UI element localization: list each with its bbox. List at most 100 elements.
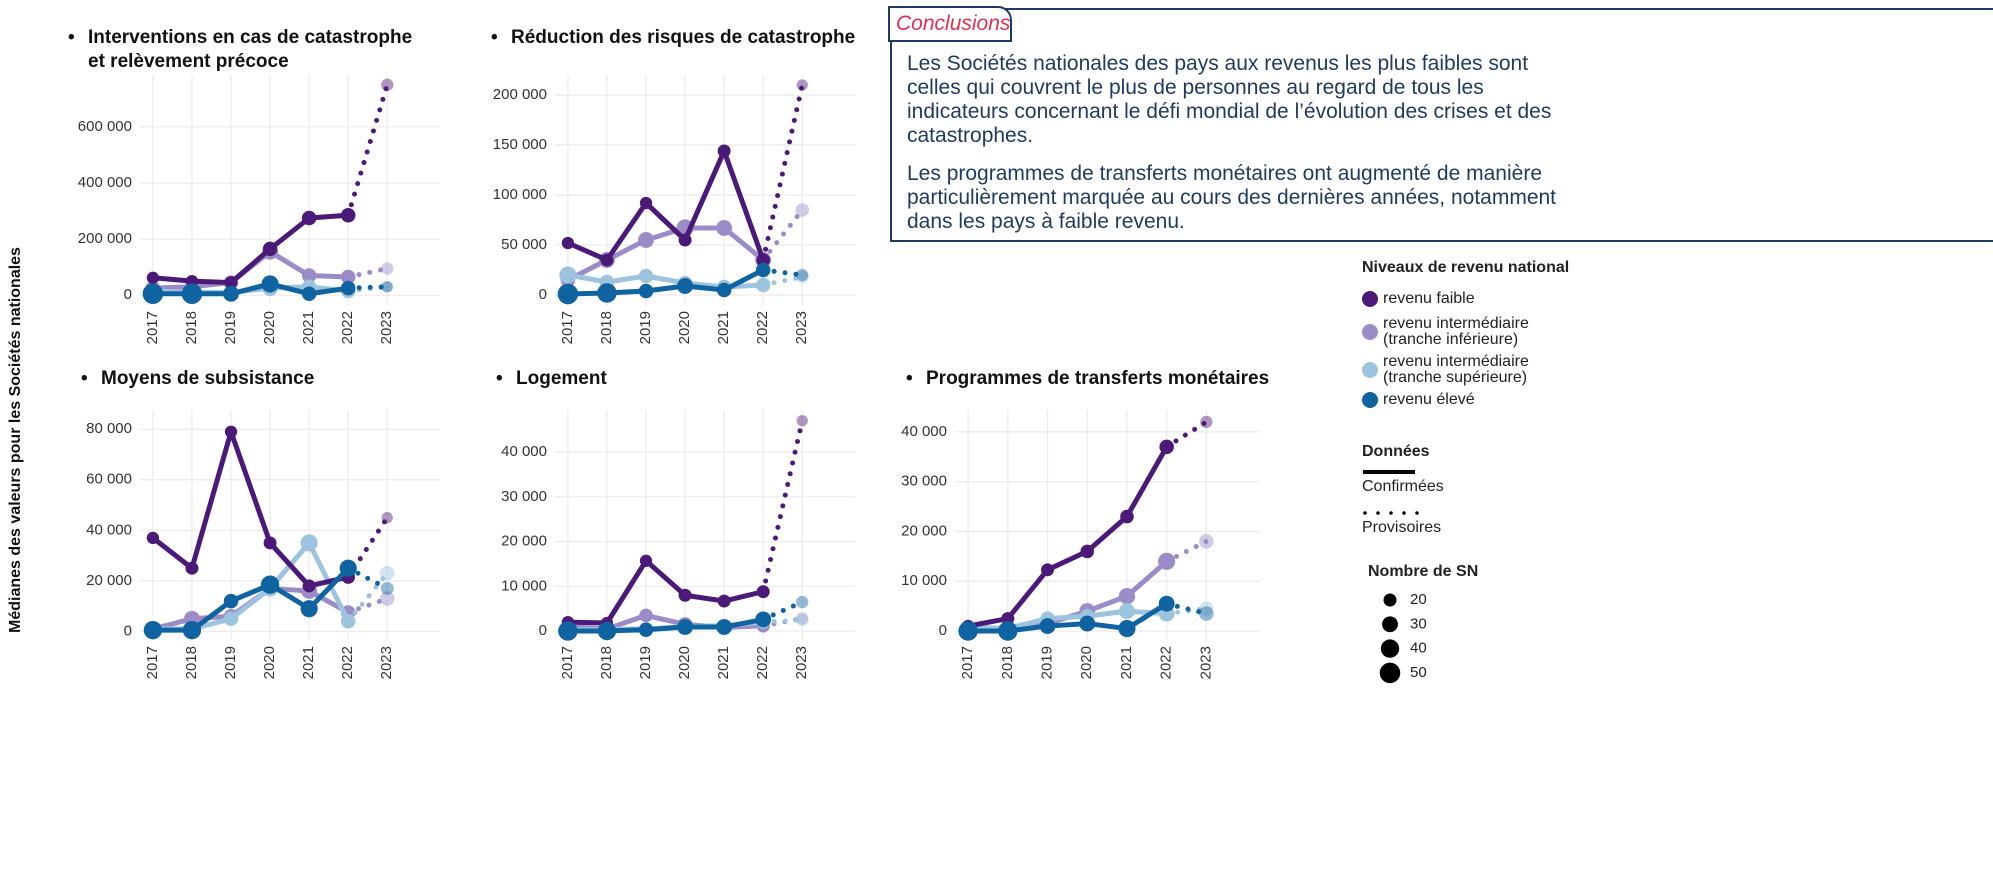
conclusions-box	[890, 8, 1993, 242]
x-tick-label: 2021	[300, 646, 317, 679]
y-tick-label: 30 000	[501, 488, 547, 505]
data-point	[143, 620, 163, 640]
legend-label: revenu élevé	[1383, 391, 1475, 408]
x-tick-label: 2022	[754, 311, 771, 344]
provisional-line	[1164, 538, 1209, 564]
size-legend-circle	[1380, 639, 1400, 658]
x-tick-label: 2019	[637, 311, 654, 344]
data-point	[381, 512, 393, 524]
panel-title: Interventions en cas de catastrophe et r…	[68, 26, 418, 74]
size-legend-label: 30	[1410, 615, 1427, 632]
data-point	[263, 536, 277, 550]
size-legend-circle	[1379, 662, 1401, 684]
y-tick-label: 10 000	[501, 577, 547, 594]
x-tick-label: 2022	[754, 646, 771, 679]
data-point	[340, 280, 356, 296]
data-point	[1158, 552, 1176, 570]
x-tick-label: 2020	[676, 646, 693, 679]
data-point	[1200, 415, 1213, 429]
data-point	[340, 207, 356, 223]
confirmed-line	[152, 212, 349, 286]
y-tick-label: 150 000	[493, 136, 547, 153]
y-tick-label: 40 000	[901, 423, 947, 440]
data-point	[381, 78, 394, 91]
y-tick-label: 0	[539, 286, 547, 303]
data-point	[796, 270, 809, 284]
data-point	[795, 203, 810, 217]
data-point	[755, 277, 771, 293]
y-tick-label: 30 000	[901, 473, 947, 490]
data-point	[639, 554, 653, 567]
panel-title: Réduction des risques de catastrophe	[491, 26, 871, 50]
data-point	[716, 282, 732, 298]
data-point	[1199, 601, 1214, 616]
data-point	[558, 621, 578, 641]
data-point	[339, 559, 357, 577]
data-point	[380, 591, 395, 606]
data-point	[223, 285, 239, 302]
x-tick-label: 2017	[959, 646, 976, 679]
x-tick-label: 2017	[559, 311, 576, 344]
data-point	[1119, 603, 1135, 620]
y-tick-label: 200 000	[78, 230, 132, 247]
y-tick-label: 600 000	[78, 118, 132, 135]
x-tick-label: 2021	[715, 646, 732, 679]
provisional-line	[345, 570, 390, 624]
data-point	[755, 611, 772, 628]
data-point	[381, 281, 393, 293]
provisional-line	[760, 274, 805, 288]
panel-title: Programmes de transferts monétaires	[906, 367, 1326, 391]
y-tick-label: 0	[539, 622, 547, 639]
data-point	[958, 621, 978, 641]
data-point	[638, 622, 654, 637]
data-point	[260, 575, 280, 594]
data-point	[1199, 534, 1214, 549]
y-tick-label: 100 000	[493, 186, 547, 203]
data-point	[678, 588, 692, 602]
provisional-line	[1164, 601, 1209, 617]
data-point	[146, 531, 160, 545]
data-point	[224, 425, 238, 438]
legend-swatch	[1362, 291, 1378, 307]
size-legend-circle	[1383, 593, 1397, 607]
data-point	[677, 619, 694, 635]
y-tick-label: 0	[124, 286, 132, 303]
data-point	[1001, 612, 1015, 626]
legend-swatch	[1362, 392, 1378, 408]
data-point	[300, 600, 318, 618]
data-point	[300, 534, 318, 552]
data-point	[998, 621, 1018, 641]
data-point	[557, 283, 579, 305]
data-point	[340, 269, 356, 285]
x-tick-label: 2018	[598, 311, 615, 344]
data-point	[1120, 509, 1134, 524]
legend-label: revenu intermédiaire (tranche supérieure…	[1383, 353, 1529, 386]
x-tick-label: 2022	[1158, 646, 1175, 679]
size-legend-circle	[1382, 616, 1398, 633]
data-point	[716, 619, 733, 635]
data-point	[1118, 619, 1136, 638]
x-tick-label: 2020	[676, 311, 693, 344]
data-point	[597, 621, 617, 641]
x-tick-label: 2023	[378, 311, 395, 344]
data-point	[261, 275, 279, 293]
confirmed-line	[151, 429, 349, 589]
size-legend-label: 50	[1410, 664, 1427, 681]
data-point	[1118, 587, 1136, 605]
x-tick-label: 2018	[598, 646, 615, 679]
provisional-line	[345, 284, 390, 291]
data-point	[796, 612, 809, 625]
data-point	[1080, 544, 1095, 559]
conclusion-paragraph: Les Sociétés nationales des pays aux rev…	[907, 52, 1552, 147]
x-tick-label: 2018	[183, 311, 200, 344]
provisional-line	[760, 267, 805, 278]
y-tick-label: 50 000	[501, 236, 547, 253]
x-tick-label: 2021	[300, 311, 317, 344]
y-tick-label: 40 000	[86, 521, 132, 538]
data-point	[301, 268, 317, 283]
data-point	[182, 620, 202, 640]
data-point	[597, 283, 617, 303]
data-point	[1039, 618, 1056, 635]
data-legend-provisional: Provisoires	[1362, 519, 1442, 536]
provisional-line	[760, 82, 805, 263]
